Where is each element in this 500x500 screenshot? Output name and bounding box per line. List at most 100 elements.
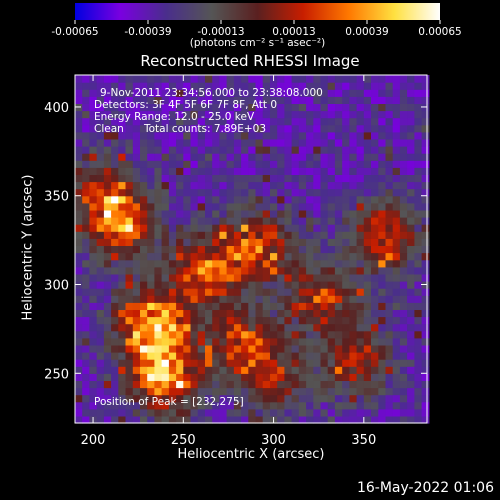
heatmap-cell — [248, 359, 257, 367]
heatmap-cell — [233, 188, 242, 197]
heatmap-cell — [190, 288, 199, 296]
heatmap-cell — [349, 124, 358, 133]
heatmap-cell — [407, 117, 415, 126]
heatmap-cell — [248, 217, 257, 225]
heatmap-cell — [161, 316, 170, 325]
heatmap-cell — [407, 373, 415, 381]
heatmap-cell — [241, 146, 249, 154]
heatmap-cell — [176, 181, 184, 190]
heatmap-cell — [262, 124, 271, 133]
heatmap-cell — [219, 174, 228, 183]
heatmap-cell — [378, 380, 387, 389]
heatmap-cell — [334, 146, 343, 154]
heatmap-cell — [118, 146, 127, 154]
heatmap-cell — [212, 82, 220, 90]
heatmap-cell — [161, 110, 170, 119]
heatmap-cell — [284, 153, 293, 161]
heatmap-cell — [82, 266, 90, 275]
heatmap-cell — [168, 89, 177, 97]
heatmap-cell — [262, 401, 271, 410]
heatmap-cell — [262, 174, 271, 183]
heatmap-cell — [421, 394, 430, 403]
heatmap-cell — [176, 394, 184, 403]
heatmap-cell — [414, 238, 423, 246]
heatmap-cell — [176, 366, 184, 374]
heatmap-cell — [392, 401, 401, 410]
heatmap-cell — [407, 415, 415, 424]
heatmap-cell — [298, 337, 307, 346]
heatmap-cell — [118, 124, 127, 133]
heatmap-cell — [197, 181, 206, 190]
heatmap-cell — [176, 330, 184, 339]
heatmap-cell — [399, 217, 408, 225]
heatmap-cell — [111, 174, 119, 183]
heatmap-cell — [111, 188, 119, 197]
heatmap-cell — [96, 96, 105, 104]
heatmap-cell — [284, 387, 293, 396]
heatmap-cell — [248, 273, 257, 282]
heatmap-cell — [356, 103, 365, 112]
heatmap-cell — [233, 110, 242, 119]
heatmap-cell — [385, 380, 394, 389]
heatmap-cell — [183, 146, 192, 154]
heatmap-cell — [103, 380, 112, 389]
heatmap-cell — [118, 273, 127, 282]
heatmap-cell — [327, 117, 336, 126]
heatmap-cell — [421, 160, 430, 168]
heatmap-cell — [103, 259, 112, 268]
heatmap-cell — [75, 323, 83, 332]
heatmap-cell — [291, 302, 300, 310]
heatmap-cell — [313, 295, 322, 303]
heatmap-cell — [378, 153, 387, 161]
y-tick-label: 400 — [44, 101, 69, 116]
heatmap-cell — [262, 337, 271, 346]
heatmap-cell — [356, 394, 365, 403]
heatmap-cell — [313, 252, 322, 261]
heatmap-cell — [233, 195, 242, 204]
heatmap-cell — [176, 401, 184, 410]
heatmap-cell — [75, 288, 83, 296]
heatmap-cell — [392, 252, 401, 261]
heatmap-cell — [125, 224, 134, 232]
heatmap-cell — [421, 344, 430, 353]
heatmap-cell — [219, 146, 228, 154]
heatmap-cell — [125, 337, 134, 346]
heatmap-cell — [96, 401, 105, 410]
heatmap-cell — [190, 89, 199, 97]
heatmap-cell — [407, 366, 415, 374]
heatmap-cell — [270, 373, 278, 381]
heatmap-cell — [154, 380, 163, 389]
heatmap-cell — [262, 352, 271, 360]
heatmap-cell — [241, 337, 249, 346]
heatmap-cell — [342, 415, 350, 424]
heatmap-cell — [356, 309, 365, 318]
heatmap-cell — [356, 224, 365, 232]
heatmap-cell — [334, 394, 343, 403]
heatmap-cell — [255, 181, 264, 190]
heatmap-cell — [356, 408, 365, 417]
heatmap-cell — [349, 330, 358, 339]
heatmap-cell — [132, 217, 141, 225]
x-axis-label: Heliocentric X (arcsec) — [177, 447, 325, 462]
heatmap-cell — [219, 337, 228, 346]
heatmap-cell — [197, 131, 206, 140]
heatmap-cell — [334, 295, 343, 303]
heatmap-cell — [342, 366, 350, 374]
heatmap-cell — [132, 408, 141, 417]
heatmap-cell — [241, 259, 249, 268]
heatmap-cell — [371, 352, 379, 360]
heatmap-cell — [349, 117, 358, 126]
heatmap-cell — [291, 330, 300, 339]
heatmap-cell — [118, 89, 127, 97]
heatmap-cell — [125, 309, 134, 318]
heatmap-cell — [363, 117, 372, 126]
heatmap-cell — [284, 323, 293, 332]
heatmap-cell — [226, 394, 235, 403]
heatmap-cell — [327, 387, 336, 396]
heatmap-cell — [241, 153, 249, 161]
heatmap-cell — [399, 181, 408, 190]
heatmap-cell — [132, 337, 141, 346]
heatmap-cell — [262, 323, 271, 332]
heatmap-cell — [161, 408, 170, 417]
heatmap-cell — [349, 238, 358, 246]
